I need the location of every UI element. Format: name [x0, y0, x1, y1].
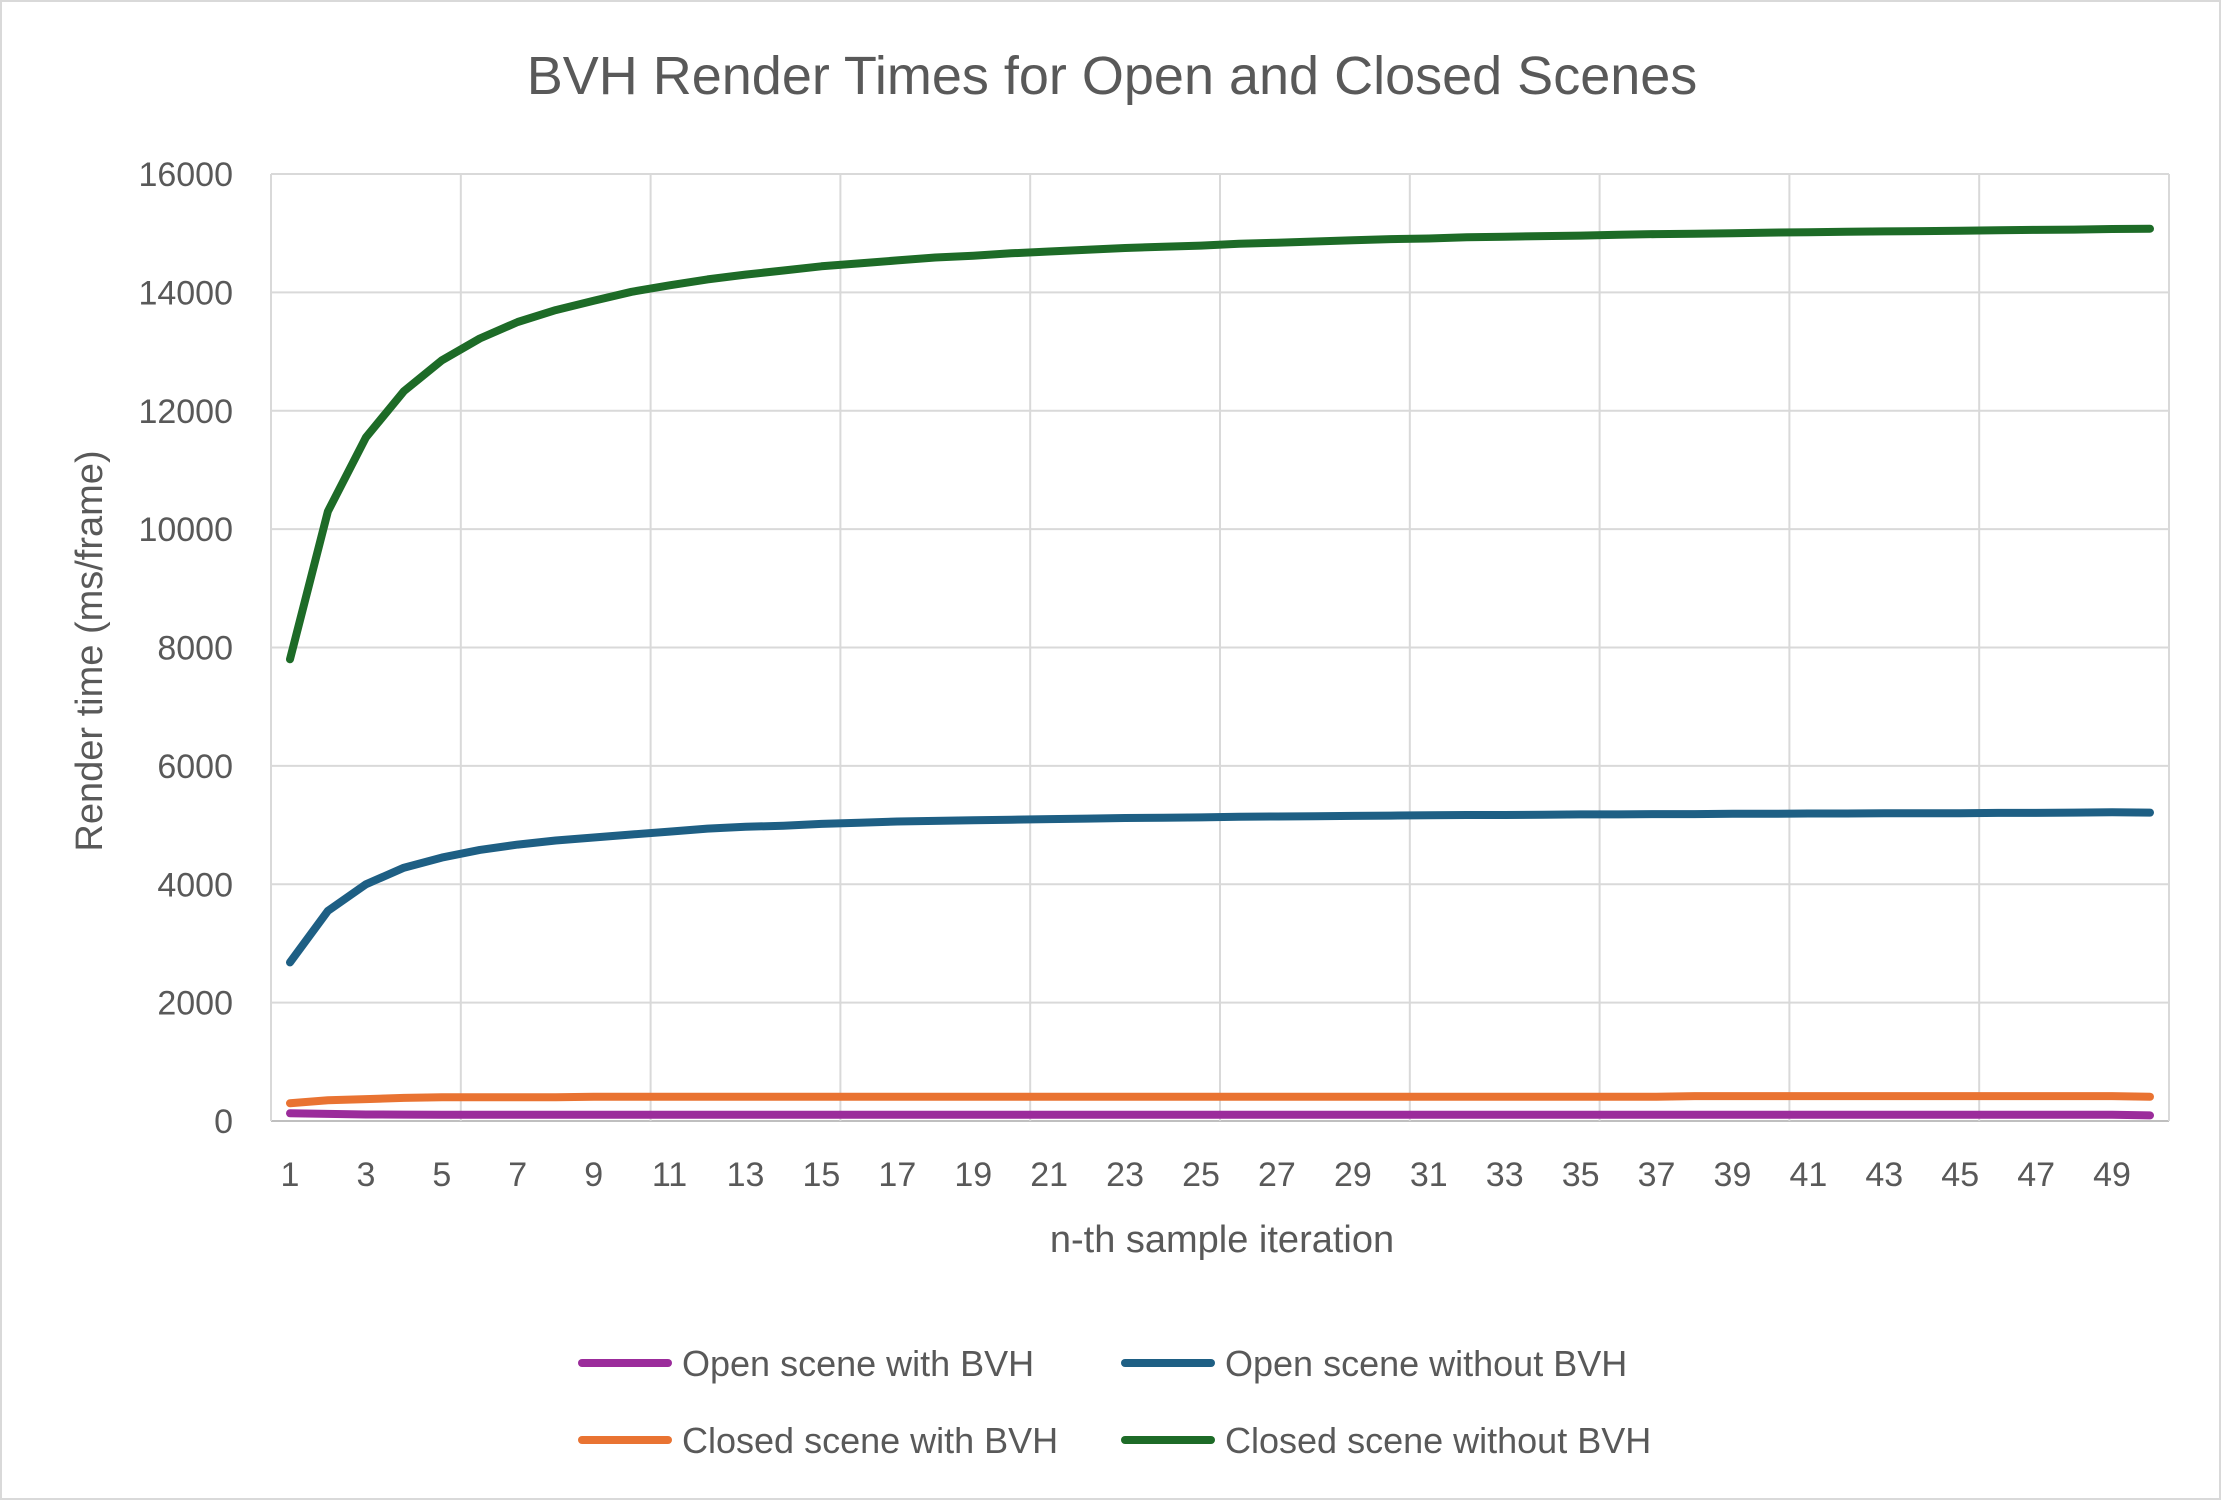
x-tick-label: 33 [1486, 1156, 1524, 1194]
y-tick-label: 8000 [157, 630, 233, 668]
y-tick-label: 2000 [157, 985, 233, 1023]
y-tick-label: 10000 [138, 511, 233, 549]
y-tick-label: 12000 [138, 393, 233, 431]
x-tick-label: 29 [1334, 1156, 1372, 1194]
x-tick-label: 1 [281, 1156, 300, 1194]
x-tick-label: 13 [727, 1156, 765, 1194]
y-tick-label: 0 [214, 1103, 233, 1141]
x-tick-label: 47 [2017, 1156, 2055, 1194]
legend-label: Open scene with BVH [682, 1343, 1034, 1384]
x-tick-label: 27 [1258, 1156, 1296, 1194]
series-line-3 [286, 1092, 2154, 1108]
x-tick-label: 23 [1106, 1156, 1144, 1194]
x-axis-title: n-th sample iteration [1050, 1219, 1394, 1261]
x-tick-label: 49 [2093, 1156, 2131, 1194]
series-line-2 [286, 808, 2154, 967]
legend-label: Closed scene without BVH [1225, 1420, 1651, 1461]
x-tick-label: 39 [1714, 1156, 1752, 1194]
x-tick-label: 3 [356, 1156, 375, 1194]
y-tick-label: 16000 [138, 156, 233, 194]
x-tick-label: 21 [1030, 1156, 1068, 1194]
series-line-1 [286, 1109, 2154, 1120]
x-tick-label: 35 [1562, 1156, 1600, 1194]
x-tick-label: 19 [954, 1156, 992, 1194]
legend-item: Closed scene without BVH [1121, 1420, 1651, 1461]
series-line-4 [286, 224, 2154, 664]
x-tick-label: 9 [584, 1156, 603, 1194]
x-tick-label: 15 [803, 1156, 841, 1194]
x-tick-label: 5 [432, 1156, 451, 1194]
y-axis-ticks: 0 2000 4000 6000 8000 10000 12000 14000 16000 [138, 156, 233, 1141]
x-axis-ticks: 1 3 5 7 9 11 13 15 17 19 21 23 25 27 29 31 33 35 37 39 41 43 4… [281, 1156, 2131, 1194]
gridlines [270, 173, 2170, 1122]
legend-label: Closed scene with BVH [682, 1420, 1058, 1461]
legend-item: Open scene without BVH [1121, 1343, 1627, 1384]
x-tick-label: 31 [1410, 1156, 1448, 1194]
y-axis-title: Render time (ms/frame) [69, 450, 111, 851]
legend-item: Open scene with BVH [578, 1343, 1034, 1384]
x-tick-label: 41 [1789, 1156, 1827, 1194]
x-tick-label: 45 [1941, 1156, 1979, 1194]
y-tick-label: 6000 [157, 748, 233, 786]
legend-label: Open scene without BVH [1225, 1343, 1627, 1384]
x-tick-label: 25 [1182, 1156, 1220, 1194]
x-tick-label: 7 [508, 1156, 527, 1194]
y-tick-label: 14000 [138, 274, 233, 312]
legend-item: Closed scene with BVH [578, 1420, 1058, 1461]
y-tick-label: 4000 [157, 866, 233, 904]
x-tick-label: 17 [878, 1156, 916, 1194]
series-lines [286, 224, 2154, 1120]
chart-title: BVH Render Times for Open and Closed Sce… [527, 46, 1698, 106]
x-tick-label: 11 [652, 1156, 687, 1194]
x-tick-label: 43 [1865, 1156, 1903, 1194]
x-tick-label: 37 [1638, 1156, 1676, 1194]
legend: Open scene with BVH Open scene without BV… [578, 1343, 1651, 1461]
